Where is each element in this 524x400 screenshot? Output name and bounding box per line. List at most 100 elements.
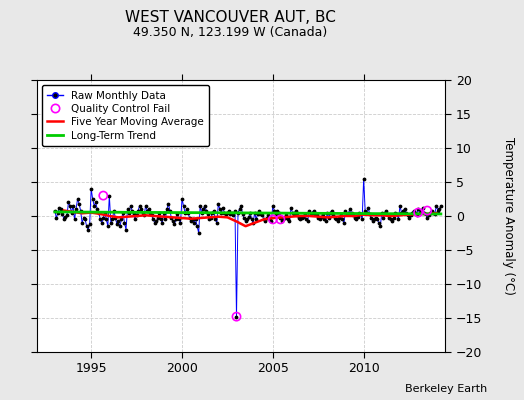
- Point: [146, 210, 155, 216]
- Point: [421, 211, 430, 217]
- Point: [331, 215, 339, 221]
- Point: [372, 215, 380, 221]
- Point: [281, 215, 289, 221]
- Point: [169, 218, 177, 225]
- Point: [258, 212, 266, 218]
- Point: [93, 206, 102, 212]
- Point: [69, 202, 77, 209]
- Point: [296, 216, 304, 222]
- Point: [282, 212, 291, 218]
- Point: [432, 202, 441, 209]
- Point: [397, 210, 406, 216]
- Point: [343, 211, 351, 217]
- Point: [63, 212, 71, 218]
- Point: [312, 212, 321, 218]
- Point: [328, 207, 336, 214]
- Point: [424, 212, 433, 218]
- Point: [417, 207, 425, 214]
- Point: [107, 220, 115, 226]
- Point: [121, 220, 129, 226]
- Point: [356, 211, 365, 217]
- Point: [355, 210, 363, 216]
- Point: [279, 216, 288, 222]
- Point: [359, 175, 368, 182]
- Point: [402, 210, 410, 216]
- Point: [375, 220, 383, 226]
- Point: [394, 216, 402, 222]
- Point: [152, 218, 160, 225]
- Point: [339, 216, 347, 222]
- Point: [325, 215, 333, 221]
- Point: [217, 210, 225, 216]
- Point: [255, 207, 264, 214]
- Point: [376, 223, 385, 229]
- Point: [116, 223, 124, 229]
- Point: [81, 216, 89, 222]
- Point: [231, 207, 239, 214]
- Point: [435, 206, 443, 212]
- Point: [219, 205, 227, 211]
- Point: [234, 210, 242, 216]
- Point: [341, 207, 350, 214]
- Point: [193, 223, 201, 229]
- Point: [291, 207, 300, 214]
- Point: [428, 207, 436, 214]
- Point: [288, 210, 297, 216]
- Point: [52, 215, 61, 221]
- Point: [385, 215, 394, 221]
- Point: [141, 202, 150, 209]
- Point: [319, 211, 327, 217]
- Point: [99, 192, 107, 199]
- Point: [140, 212, 148, 218]
- Point: [285, 218, 293, 225]
- Point: [170, 221, 179, 227]
- Point: [303, 218, 312, 225]
- Point: [175, 216, 183, 222]
- Point: [117, 216, 126, 222]
- Point: [257, 211, 265, 217]
- Point: [210, 207, 218, 214]
- Point: [92, 199, 100, 206]
- Point: [222, 211, 230, 217]
- Point: [314, 215, 322, 221]
- Text: Berkeley Earth: Berkeley Earth: [405, 384, 487, 394]
- Point: [367, 215, 375, 221]
- Point: [61, 214, 70, 220]
- Point: [134, 207, 143, 214]
- Point: [252, 216, 260, 222]
- Point: [349, 212, 357, 218]
- Point: [119, 210, 127, 216]
- Point: [78, 220, 86, 226]
- Point: [271, 211, 280, 217]
- Point: [270, 207, 279, 214]
- Point: [380, 210, 389, 216]
- Point: [189, 216, 197, 222]
- Point: [254, 211, 262, 217]
- Point: [66, 202, 74, 209]
- Point: [242, 218, 250, 225]
- Point: [351, 215, 359, 221]
- Point: [123, 206, 132, 212]
- Point: [414, 210, 422, 216]
- Point: [149, 216, 157, 222]
- Point: [347, 210, 356, 216]
- Point: [213, 220, 221, 226]
- Point: [250, 210, 259, 216]
- Point: [167, 215, 176, 221]
- Point: [101, 210, 109, 216]
- Point: [164, 200, 172, 207]
- Point: [223, 210, 232, 216]
- Point: [337, 212, 345, 218]
- Point: [113, 221, 121, 227]
- Point: [405, 215, 413, 221]
- Point: [237, 202, 245, 209]
- Point: [335, 215, 344, 221]
- Point: [235, 206, 244, 212]
- Point: [411, 210, 419, 216]
- Point: [187, 218, 195, 225]
- Point: [96, 216, 104, 222]
- Point: [128, 207, 136, 214]
- Point: [225, 207, 233, 214]
- Point: [334, 218, 342, 225]
- Point: [90, 202, 99, 209]
